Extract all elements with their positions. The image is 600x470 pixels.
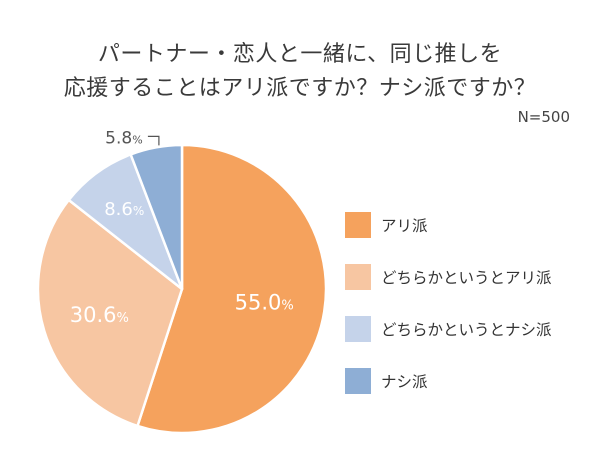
chart-title-line-2: 応援することはアリ派ですか？ナシ派ですか？ — [63, 76, 537, 101]
pie-slice-ari — [136, 143, 328, 435]
legend-item-maybe-nashi: どちらかというとナシ派 — [345, 316, 595, 342]
pie-slice-maybe-ari — [36, 198, 184, 428]
legend-item-nashi: ナシ派 — [345, 368, 595, 394]
sample-size-label: N=500 — [517, 108, 570, 126]
chart-title-line-1: パートナー・恋人と一緒に、同じ推しを — [97, 42, 503, 67]
pie-slice-nashi — [129, 143, 184, 291]
chart-title: パートナー・恋人と一緒に、同じ推しを 応援することはアリ派ですか？ナシ派ですか？ — [0, 38, 600, 106]
data-label-ari: 55.0% — [235, 290, 294, 314]
legend-label-ari: アリ派 — [381, 217, 428, 235]
data-label-nashi: 5.8% — [105, 128, 143, 148]
legend-swatch-maybe-ari — [345, 264, 371, 290]
legend-swatch-ari — [345, 212, 371, 238]
chart-legend: アリ派 どちらかというとアリ派 どちらかというとナシ派 ナシ派 — [345, 212, 595, 420]
data-label-maybe-nashi: 8.6% — [104, 199, 144, 220]
data-label-maybe-ari: 30.6% — [70, 303, 129, 327]
legend-swatch-maybe-nashi — [345, 316, 371, 342]
legend-label-maybe-nashi: どちらかというとナシ派 — [381, 321, 552, 339]
legend-item-maybe-ari: どちらかというとアリ派 — [345, 264, 595, 290]
legend-label-maybe-ari: どちらかというとアリ派 — [381, 269, 552, 287]
legend-label-nashi: ナシ派 — [381, 373, 428, 391]
legend-item-ari: アリ派 — [345, 212, 595, 238]
legend-swatch-nashi — [345, 368, 371, 394]
leader-line-nashi — [147, 135, 160, 146]
